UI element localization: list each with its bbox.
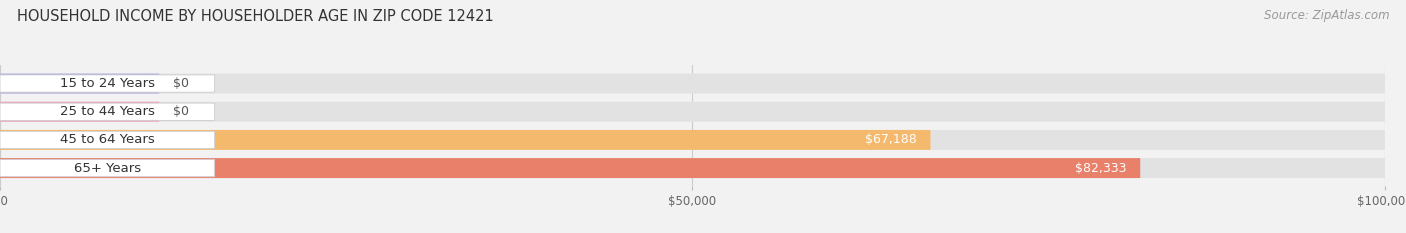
Text: $82,333: $82,333	[1076, 161, 1126, 175]
Text: $0: $0	[173, 77, 190, 90]
FancyBboxPatch shape	[0, 131, 215, 149]
Text: $67,188: $67,188	[865, 134, 917, 146]
FancyBboxPatch shape	[0, 159, 215, 177]
FancyBboxPatch shape	[0, 74, 1385, 93]
Text: 15 to 24 Years: 15 to 24 Years	[60, 77, 155, 90]
FancyBboxPatch shape	[0, 102, 159, 122]
FancyBboxPatch shape	[0, 158, 1385, 178]
FancyBboxPatch shape	[0, 130, 1385, 150]
FancyBboxPatch shape	[0, 158, 1140, 178]
FancyBboxPatch shape	[0, 130, 931, 150]
FancyBboxPatch shape	[0, 103, 215, 120]
FancyBboxPatch shape	[0, 74, 159, 93]
FancyBboxPatch shape	[0, 102, 1385, 122]
Text: Source: ZipAtlas.com: Source: ZipAtlas.com	[1264, 9, 1389, 22]
Text: 65+ Years: 65+ Years	[73, 161, 141, 175]
Text: HOUSEHOLD INCOME BY HOUSEHOLDER AGE IN ZIP CODE 12421: HOUSEHOLD INCOME BY HOUSEHOLDER AGE IN Z…	[17, 9, 494, 24]
Text: $0: $0	[173, 105, 190, 118]
Text: 25 to 44 Years: 25 to 44 Years	[60, 105, 155, 118]
Text: 45 to 64 Years: 45 to 64 Years	[60, 134, 155, 146]
FancyBboxPatch shape	[0, 75, 215, 92]
